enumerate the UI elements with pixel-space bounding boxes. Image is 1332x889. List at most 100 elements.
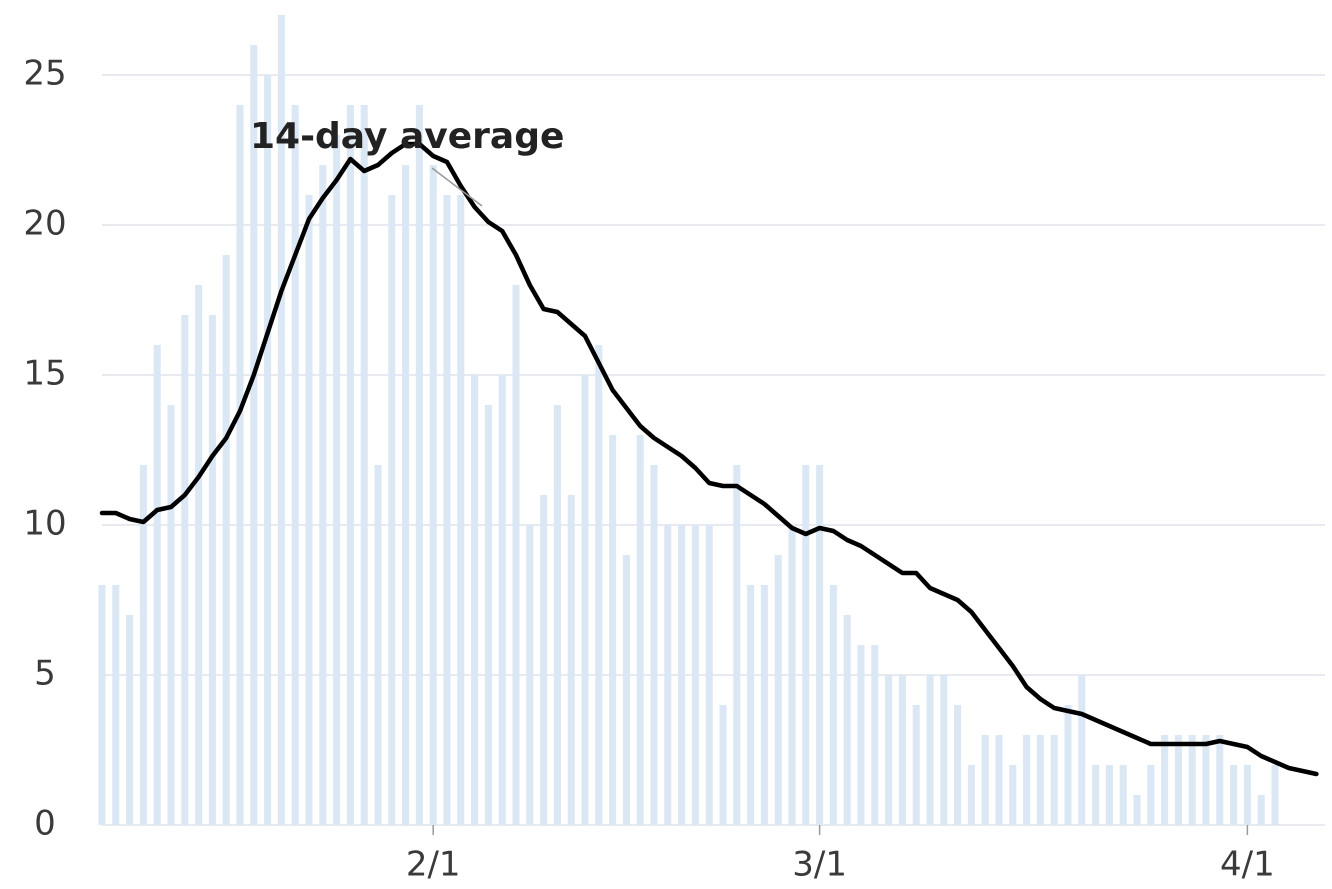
bar [333, 135, 341, 825]
bar [181, 315, 189, 825]
bar [415, 105, 423, 825]
bar [1105, 765, 1113, 825]
labels: 0 5 10 15 20 25 2/1 3/1 4/1 [23, 54, 1274, 885]
bar [429, 165, 437, 825]
average-line [99, 141, 1319, 777]
bar [912, 705, 920, 825]
bar [664, 525, 672, 825]
x-tick-label: 4/1 [1220, 845, 1275, 885]
bar [1133, 795, 1141, 825]
bar [1202, 735, 1210, 825]
bar [553, 405, 561, 825]
bar [484, 405, 492, 825]
lines [99, 141, 1319, 777]
bar [153, 345, 161, 825]
bar [388, 195, 396, 825]
bar [926, 675, 934, 825]
bar [678, 525, 686, 825]
bar [636, 435, 644, 825]
bar [526, 525, 534, 825]
bar [540, 495, 548, 825]
annotation: 14-day average [250, 116, 564, 157]
bar [1050, 735, 1058, 825]
bar [1009, 765, 1017, 825]
bar [1036, 735, 1044, 825]
bar [1174, 735, 1182, 825]
bar [747, 585, 755, 825]
bar [98, 585, 106, 825]
bar [954, 705, 962, 825]
bar [1119, 765, 1127, 825]
bar [277, 15, 285, 825]
bar [291, 105, 299, 825]
bar [346, 105, 354, 825]
bar [250, 45, 258, 825]
bar [1092, 765, 1100, 825]
bar [816, 465, 824, 825]
bar [733, 465, 741, 825]
bar [1271, 765, 1279, 825]
y-tick-label: 0 [34, 804, 56, 844]
bar [457, 195, 465, 825]
annotation-leader [431, 167, 483, 207]
bar [691, 525, 699, 825]
bar [126, 615, 134, 825]
bar [195, 285, 203, 825]
bar [1257, 795, 1265, 825]
bar [871, 645, 879, 825]
bar [208, 315, 216, 825]
bar [788, 525, 796, 825]
bar [471, 375, 479, 825]
bar [622, 555, 630, 825]
bar [967, 765, 975, 825]
y-tick-label: 20 [23, 204, 66, 244]
bar [139, 465, 147, 825]
bar [360, 105, 368, 825]
bar [1230, 765, 1238, 825]
bar [843, 615, 851, 825]
bar [319, 165, 327, 825]
bar [774, 555, 782, 825]
bar [981, 735, 989, 825]
bar [705, 525, 713, 825]
bar [222, 255, 230, 825]
bar [1243, 765, 1251, 825]
bar [1064, 705, 1072, 825]
bar [885, 675, 893, 825]
bar [264, 75, 272, 825]
bar [719, 705, 727, 825]
y-tick-label: 25 [23, 54, 66, 94]
bar [1216, 735, 1224, 825]
bars [98, 15, 1279, 825]
x-tick-label: 3/1 [792, 845, 847, 885]
bar [940, 675, 948, 825]
bar [898, 675, 906, 825]
bar [374, 465, 382, 825]
bar [1188, 735, 1196, 825]
x-tick-label: 2/1 [406, 845, 461, 885]
bar [829, 585, 837, 825]
bar [167, 405, 175, 825]
bar [1078, 675, 1086, 825]
y-tick-label: 5 [34, 654, 56, 694]
bar [1147, 765, 1155, 825]
bar [112, 585, 120, 825]
bar [609, 435, 617, 825]
y-tick-label: 15 [23, 354, 66, 394]
bar [443, 195, 451, 825]
bar [595, 345, 603, 825]
bar [567, 495, 575, 825]
bar [1023, 735, 1031, 825]
bar [581, 375, 589, 825]
bar [760, 585, 768, 825]
grid [102, 74, 1325, 835]
bar [802, 465, 810, 825]
bar [498, 375, 506, 825]
bar [857, 645, 865, 825]
bar [236, 105, 244, 825]
bar [1161, 735, 1169, 825]
bar [512, 285, 520, 825]
y-tick-label: 10 [23, 504, 66, 544]
bar [995, 735, 1003, 825]
